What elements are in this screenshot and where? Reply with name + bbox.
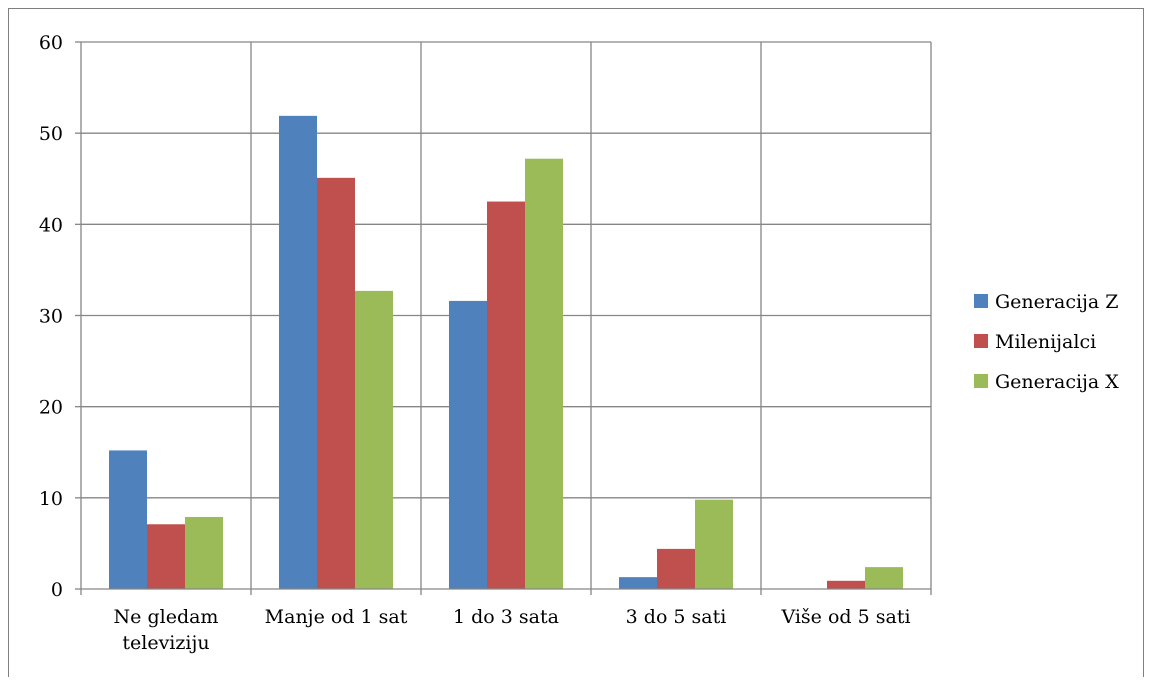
y-tick-labels: 0 10 20 30 40 50 60 [39, 32, 63, 601]
bar-generacija-x [865, 567, 903, 589]
bar-milenijalci [317, 177, 355, 590]
y-tick-label: 60 [39, 32, 63, 54]
bar-chart: 0 10 20 30 40 50 60 Ne gledam televiziju Manje o… [39, 32, 1119, 654]
legend-label: Generacija X [995, 371, 1119, 393]
x-tick-label-line: televiziju [122, 632, 209, 654]
bars [109, 115, 903, 590]
x-tick-label: Više od 5 sati [780, 606, 910, 628]
x-tick-label-line: Više od 5 sati [780, 606, 910, 628]
bar-generacija-x [355, 290, 393, 589]
bar-milenijalci [657, 548, 695, 589]
bar-generacija-z [449, 300, 487, 589]
y-tick-label: 10 [39, 488, 63, 510]
legend-swatch [974, 294, 988, 308]
bar-generacija-x [185, 516, 223, 589]
y-tick-label: 20 [39, 397, 63, 419]
x-tick-label-line: Manje od 1 sat [265, 606, 408, 628]
y-tick-label: 40 [39, 214, 63, 236]
legend-label: Generacija Z [995, 291, 1119, 313]
legend-swatch [974, 374, 988, 388]
y-tick-label: 50 [39, 123, 63, 145]
y-tick-label: 0 [51, 579, 63, 601]
x-tick-label-line: 3 do 5 sati [626, 606, 727, 628]
chart-frame: 0 10 20 30 40 50 60 Ne gledam televiziju Manje o… [8, 8, 1144, 677]
bar-milenijalci [487, 201, 525, 589]
legend: Generacija Z Milenijalci Generacija X [974, 291, 1119, 393]
x-tick-label: Ne gledam televiziju [114, 606, 219, 654]
y-tick-label: 30 [39, 306, 63, 328]
x-tick-label-line: Ne gledam [114, 606, 219, 628]
x-tick-label-line: 1 do 3 sata [453, 606, 559, 628]
legend-label: Milenijalci [995, 331, 1096, 353]
x-tick-label: 3 do 5 sati [626, 606, 727, 628]
bar-milenijalci [147, 524, 185, 589]
gridlines [81, 41, 932, 589]
x-tick-labels: Ne gledam televiziju Manje od 1 sat 1 do 3 … [114, 606, 911, 654]
axes [75, 41, 932, 595]
bar-generacija-x [525, 158, 563, 589]
x-tick-label: 1 do 3 sata [453, 606, 559, 628]
bar-generacija-z [279, 115, 317, 589]
x-tick-label: Manje od 1 sat [265, 606, 408, 628]
legend-swatch [974, 334, 988, 348]
bar-generacija-z [619, 577, 657, 589]
bar-generacija-z [109, 450, 147, 589]
bar-generacija-x [695, 499, 733, 589]
bar-milenijalci [827, 580, 865, 589]
